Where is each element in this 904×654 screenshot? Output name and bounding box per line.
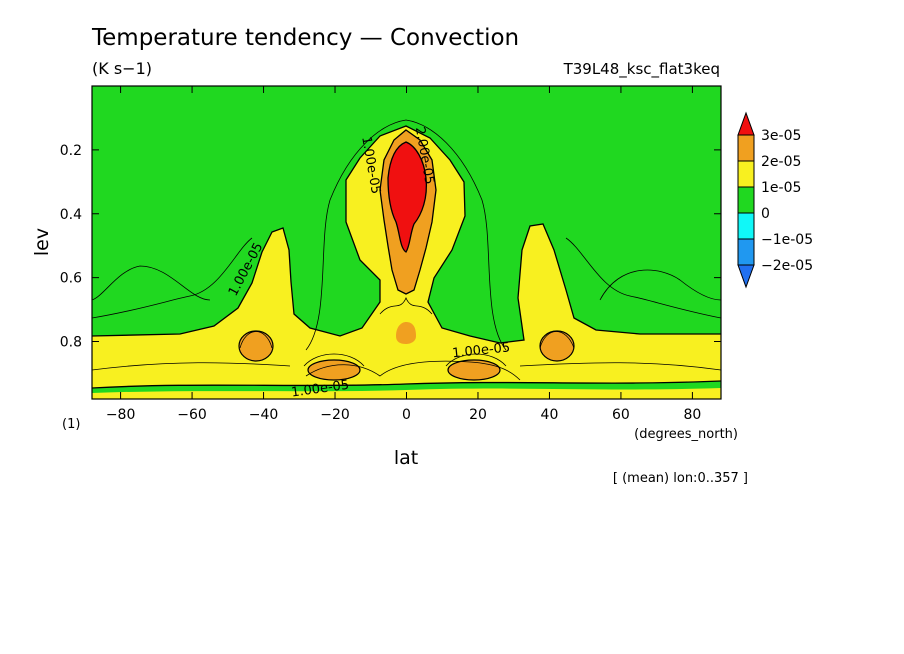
y-tick-label: 0.4 <box>60 207 82 223</box>
chart-title: Temperature tendency — Convection <box>91 25 519 51</box>
x-tick-label: −20 <box>320 407 350 423</box>
colorbar-label: 3e-05 <box>761 128 801 144</box>
colorbar-label: 0 <box>761 206 770 222</box>
mean-note: [ (mean) lon:0..357 ] <box>613 471 748 486</box>
x-axis-label: lat <box>394 447 418 469</box>
experiment-label: T39L48_ksc_flat3keq <box>563 60 720 79</box>
y-axis-label: lev <box>31 228 53 256</box>
colorbar-top-arrow <box>737 111 755 136</box>
y-tick-label: 0.6 <box>60 271 82 287</box>
colorbar: 3e-05 2e-05 1e-05 0 −1e-05 −2e-05 <box>737 111 813 289</box>
colorbar-swatch <box>737 160 755 188</box>
region-orange-blob <box>238 330 274 362</box>
region-equatorial-core <box>388 142 427 252</box>
colorbar-label: −2e-05 <box>761 258 813 274</box>
x-tick-label: −60 <box>177 407 207 423</box>
colorbar-swatch <box>737 186 755 214</box>
x-tick-label: −40 <box>249 407 279 423</box>
x-axis: −80 −60 −40 −20 0 20 40 60 80 <box>106 86 701 423</box>
colorbar-swatch <box>737 238 755 266</box>
x-axis-units: (degrees_north) <box>634 427 738 442</box>
x-tick-label: 60 <box>612 407 630 423</box>
y-axis: 0.2 0.4 0.6 0.8 <box>60 143 721 351</box>
region-orange-blob <box>307 359 361 381</box>
x-tick-label: 40 <box>541 407 559 423</box>
units-label: (K s−1) <box>92 59 152 78</box>
colorbar-bottom-arrow <box>737 264 755 289</box>
contour-label: 1.00e-05 <box>451 340 510 361</box>
plot-area: 2.00e-051.00e-051.00e-051.00e-051.00e-05 <box>92 86 721 399</box>
x-tick-label: 0 <box>402 407 411 423</box>
x-tick-label: 20 <box>469 407 487 423</box>
y-tick-label: 0.8 <box>60 335 82 351</box>
contour-lines-main <box>92 125 721 389</box>
region-orange-blob <box>447 359 501 381</box>
region-orange-blob <box>539 330 575 362</box>
colorbar-swatch <box>737 212 755 240</box>
colorbar-swatch <box>737 134 755 162</box>
colorbar-label: 2e-05 <box>761 154 801 170</box>
x-tick-label: 80 <box>683 407 701 423</box>
x-tick-label: −80 <box>106 407 136 423</box>
y-tick-label: 0.2 <box>60 143 82 159</box>
contour-lines <box>92 119 721 381</box>
colorbar-label: 1e-05 <box>761 180 801 196</box>
region-tower-orange-base <box>396 322 416 344</box>
y-axis-units: (1) <box>62 417 80 432</box>
colorbar-label: −1e-05 <box>761 232 813 248</box>
